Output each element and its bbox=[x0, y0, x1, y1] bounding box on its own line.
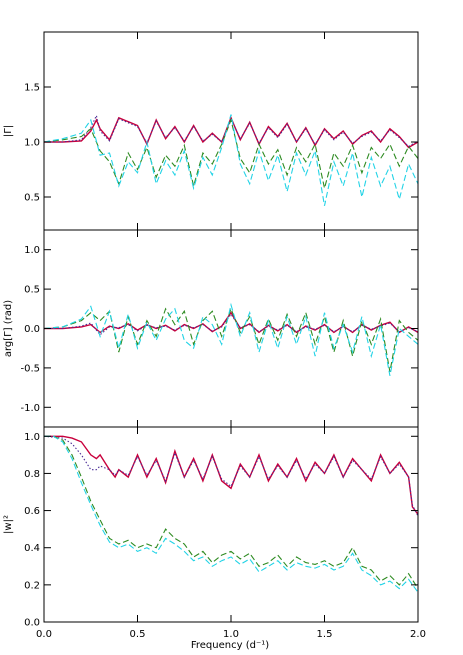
panel-3-series-green bbox=[44, 435, 419, 589]
y-tick-label: 1.0 bbox=[24, 245, 40, 256]
panel-3: 0.0 0.2 0.4 0.6 0.8 1.0 0.0 0.5 1.0 1.5 2.0 |w|² bbox=[3, 426, 426, 640]
panel-1-frame bbox=[43, 31, 419, 231]
panel-2: -1.0 -0.5 0.0 0.5 1.0 arg[Γ] (rad) bbox=[3, 229, 419, 428]
x-tick-label: 0.5 bbox=[130, 629, 146, 640]
panel-1-y-axis-label: |Γ| bbox=[3, 125, 14, 137]
x-tick-label: 2.0 bbox=[410, 629, 426, 640]
panel-2-series-purple bbox=[44, 313, 419, 336]
panel-1-series-red bbox=[44, 115, 419, 149]
x-tick-label: 1.5 bbox=[317, 629, 333, 640]
panel-2-series-cyan bbox=[43, 302, 419, 376]
y-tick-label: 1.0 bbox=[24, 432, 40, 443]
y-tick-label: 0.0 bbox=[24, 618, 40, 629]
panel-2-y-axis-label: arg[Γ] (rad) bbox=[3, 300, 14, 357]
panel-2-series-green bbox=[43, 307, 419, 372]
y-tick-label: 0.0 bbox=[24, 324, 40, 335]
panel-1-series-purple bbox=[44, 113, 419, 148]
panel-3-series-purple bbox=[43, 435, 419, 517]
y-tick-label: 1.5 bbox=[24, 83, 40, 94]
x-axis-label: Frequency (d⁻¹) bbox=[191, 640, 269, 651]
y-tick-label: -0.5 bbox=[20, 363, 40, 374]
plot-panels: 0.5 1.0 1.5 |Γ| -1.0 -0.5 0.0 0.5 1.0 arg[Γ] (rad… bbox=[3, 31, 426, 640]
panel-1-series-cyan bbox=[43, 114, 419, 206]
y-tick-label: -1.0 bbox=[20, 403, 40, 414]
y-tick-label: 0.4 bbox=[24, 543, 40, 554]
y-tick-label: 0.2 bbox=[24, 580, 40, 591]
panel-1: 0.5 1.0 1.5 |Γ| bbox=[3, 31, 419, 231]
y-tick-label: 0.8 bbox=[24, 469, 40, 480]
y-tick-label: 1.0 bbox=[24, 138, 40, 149]
panel-2-frame bbox=[43, 229, 419, 428]
y-tick-label: 0.6 bbox=[24, 506, 40, 517]
y-tick-label: 0.5 bbox=[24, 285, 40, 296]
y-tick-label: 0.5 bbox=[24, 193, 40, 204]
panel-1-series-green bbox=[43, 118, 419, 189]
x-tick-label: 1.0 bbox=[223, 629, 239, 640]
panel-3-series-cyan bbox=[44, 435, 419, 593]
x-tick-label: 0.0 bbox=[36, 629, 52, 640]
panel-3-y-axis-label: |w|² bbox=[3, 515, 14, 534]
panel-3-series-red bbox=[44, 435, 419, 515]
